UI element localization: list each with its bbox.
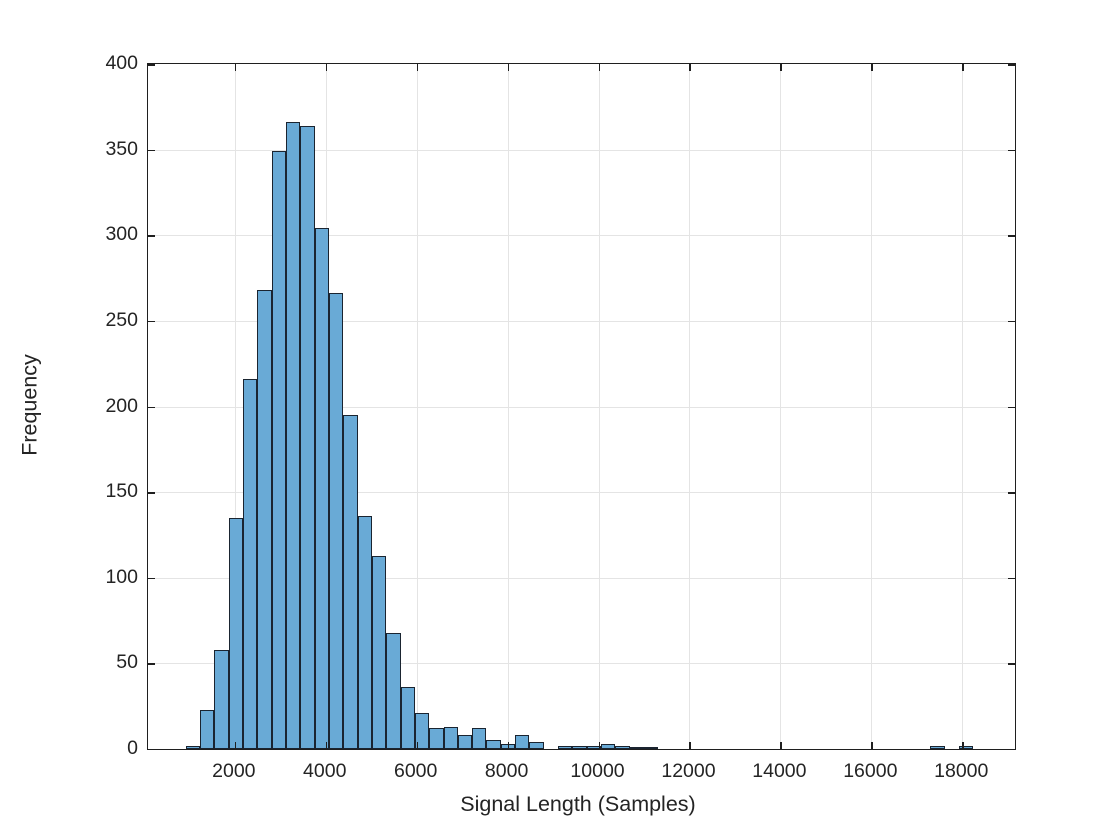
y-tick-mark-right <box>1008 577 1015 580</box>
histogram-bar <box>314 228 329 749</box>
histogram-bar <box>257 290 272 749</box>
x-tick-mark-top <box>871 64 873 71</box>
x-tick-mark-top <box>507 64 510 71</box>
y-tick-mark <box>148 663 155 665</box>
histogram-bar <box>371 555 387 749</box>
y-tick-mark-right <box>1008 320 1015 323</box>
histogram-bar <box>586 745 602 749</box>
y-tick-mark <box>148 406 155 408</box>
histogram-bar <box>400 687 415 749</box>
y-tick-mark-right <box>1008 64 1015 66</box>
y-tick-label: 150 <box>105 480 138 503</box>
y-tick-mark <box>148 492 155 494</box>
y-tick-mark-right <box>1008 149 1015 152</box>
histogram-bar <box>300 125 315 749</box>
x-tick-mark <box>234 742 237 749</box>
histogram-bar <box>558 745 573 749</box>
x-tick-label: 4000 <box>303 760 347 782</box>
y-gridline <box>148 406 1015 408</box>
x-tick-mark <box>598 742 601 749</box>
y-tick-label: 300 <box>105 223 138 246</box>
x-tick-label: 18000 <box>934 760 989 782</box>
y-tick-label: 0 <box>127 737 138 759</box>
y-gridline <box>148 492 1015 494</box>
histogram-bar <box>328 293 344 749</box>
histogram-bar <box>572 745 587 749</box>
x-tick-label: 10000 <box>570 760 625 782</box>
histogram-bar <box>930 745 945 749</box>
x-tick-mark-top <box>962 64 964 71</box>
histogram-bar <box>228 517 243 749</box>
histogram-bar <box>615 745 630 749</box>
x-tick-label: 14000 <box>752 760 807 782</box>
histogram-bar <box>386 632 401 749</box>
x-tick-mark <box>325 742 328 749</box>
y-tick-mark-right <box>1008 663 1015 665</box>
x-tick-mark <box>689 742 691 749</box>
x-tick-mark <box>780 742 782 749</box>
y-tick-mark <box>148 235 155 237</box>
histogram-bar <box>644 747 659 749</box>
x-tick-label: 2000 <box>212 760 256 782</box>
x-tick-mark-top <box>780 64 782 71</box>
y-tick-mark-right <box>1008 406 1015 408</box>
y-gridline <box>148 320 1015 322</box>
x-tick-mark-top <box>689 64 691 71</box>
y-tick-label: 200 <box>105 394 138 417</box>
x-tick-mark-top <box>325 64 328 71</box>
plot-area <box>147 63 1016 750</box>
x-tick-mark <box>416 742 419 749</box>
x-tick-mark <box>962 742 964 749</box>
y-gridline <box>148 577 1015 579</box>
y-tick-mark-right <box>1008 235 1015 237</box>
y-gridline <box>148 235 1015 237</box>
y-gridline <box>148 149 1015 151</box>
histogram-bar <box>214 649 229 749</box>
histogram-bar <box>429 728 444 749</box>
y-tick-mark <box>148 64 155 66</box>
histogram-bar <box>529 742 544 749</box>
y-tick-mark-right <box>1008 492 1015 494</box>
histogram-bar <box>443 726 458 749</box>
x-tick-mark-top <box>598 64 601 71</box>
histogram-bar <box>959 745 974 749</box>
y-tick-label: 100 <box>105 565 138 588</box>
y-tick-mark <box>148 577 155 580</box>
histogram-bar <box>457 735 473 749</box>
histogram-bar <box>414 713 430 749</box>
histogram-bar <box>472 728 487 749</box>
x-tick-mark-top <box>416 64 419 71</box>
y-tick-label: 50 <box>116 651 138 674</box>
histogram-bar <box>515 735 530 749</box>
histogram-bar <box>271 151 286 749</box>
histogram-bar <box>285 122 301 749</box>
x-axis-label-row: Signal Length (Samples) <box>0 792 1120 817</box>
y-tick-mark <box>148 320 155 323</box>
histogram-bar <box>200 709 215 749</box>
histogram-bar <box>601 743 616 749</box>
x-tick-mark <box>507 742 510 749</box>
y-gridline <box>148 663 1015 665</box>
histogram-bar <box>343 415 358 749</box>
y-tick-mark <box>148 149 155 152</box>
histogram-bar <box>486 740 501 749</box>
x-tick-mark <box>871 742 873 749</box>
x-tick-label: 8000 <box>484 760 529 782</box>
y-tick-label: 400 <box>105 52 138 74</box>
x-tick-mark-top <box>234 64 237 71</box>
x-tick-label: 12000 <box>661 760 716 782</box>
histogram-bar <box>629 747 644 749</box>
histogram-bar <box>185 745 201 749</box>
x-tick-label: 16000 <box>843 760 898 782</box>
x-tick-label: 6000 <box>393 760 438 782</box>
y-tick-label: 250 <box>105 308 138 331</box>
histogram-bar <box>243 379 258 749</box>
y-axis-label: Frequency <box>17 354 42 456</box>
y-tick-label: 350 <box>105 137 138 160</box>
x-axis-label: Signal Length (Samples) <box>460 792 696 816</box>
histogram-bar <box>357 516 372 749</box>
